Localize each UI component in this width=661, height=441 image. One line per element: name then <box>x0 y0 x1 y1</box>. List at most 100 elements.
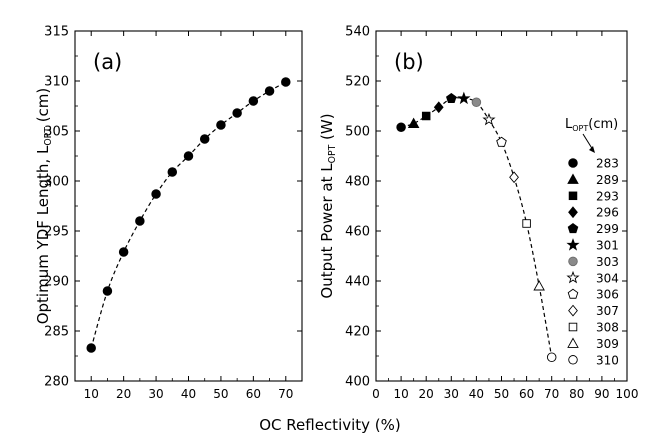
data-point <box>248 96 259 106</box>
legend-marker-293 <box>568 191 578 201</box>
legend-marker-299 <box>567 223 579 234</box>
data-point <box>151 189 161 199</box>
y-tick-label: 500 <box>345 125 370 140</box>
data-point <box>183 151 194 161</box>
data-point <box>167 167 178 177</box>
legend-label-303: 303 <box>596 255 619 269</box>
data-point-293 <box>421 111 431 121</box>
legend-marker-304 <box>566 270 580 284</box>
y-tick-label: 440 <box>345 275 370 290</box>
data-point <box>264 86 275 96</box>
x-tick-label: 20 <box>419 387 434 401</box>
legend-label-304: 304 <box>596 271 619 285</box>
x-tick-label: 100 <box>616 387 639 401</box>
y-tick-label: 540 <box>345 25 370 40</box>
legend-title-main: L <box>565 117 573 132</box>
y-tick-label: 290 <box>44 275 69 290</box>
x-tick-label: 40 <box>181 387 196 401</box>
legend-label-289: 289 <box>596 173 619 187</box>
x-tick-label: 30 <box>444 387 459 401</box>
data-point-309 <box>533 280 545 291</box>
data-point-303 <box>471 97 482 107</box>
legend-title: LOPT(cm) <box>565 117 618 133</box>
panel-label: (b) <box>394 50 424 74</box>
y-axis-label-suffix: (W) <box>318 113 336 144</box>
data-point-304 <box>482 112 496 126</box>
y-tick-label: 460 <box>345 225 370 240</box>
panel-label: (a) <box>93 50 122 74</box>
data-point-296 <box>433 101 444 114</box>
y-tick-label: 480 <box>345 175 370 190</box>
data-point-299 <box>446 92 457 104</box>
legend-arrow-head <box>589 146 595 153</box>
y-tick-label: 315 <box>44 25 69 40</box>
x-tick-label: 50 <box>494 387 509 401</box>
legend-label-293: 293 <box>596 189 619 203</box>
y-tick-label: 420 <box>345 325 370 340</box>
legend-marker-307 <box>568 304 578 317</box>
legend-title-sub: OPT <box>572 124 588 133</box>
legend-marker-310 <box>568 355 578 365</box>
x-tick-label: 10 <box>84 387 99 401</box>
y-tick-label: 295 <box>44 225 69 240</box>
y-axis-label-main: Output Power at L <box>318 163 336 299</box>
x-tick-label: 20 <box>116 387 131 401</box>
y-axis-label-suffix: (cm) <box>34 88 52 127</box>
legend-label-308: 308 <box>596 321 619 335</box>
fit-line <box>90 81 287 349</box>
legend-marker-308 <box>568 322 578 332</box>
y-tick-label: 305 <box>44 125 69 140</box>
legend-label-310: 310 <box>596 353 619 367</box>
y-axis-label: Output Power at LOPT (W) <box>318 113 338 298</box>
legend-label-283: 283 <box>596 157 619 171</box>
data-point <box>135 216 145 226</box>
x-tick-label: 80 <box>569 387 584 401</box>
x-tick-label: 90 <box>594 387 609 401</box>
legend-marker-306 <box>567 288 579 299</box>
data-point <box>102 286 113 296</box>
legend-marker-283 <box>568 158 578 168</box>
data-point <box>199 134 210 144</box>
x-tick-label: 10 <box>393 387 408 401</box>
data-point-306 <box>496 136 507 147</box>
plot-frame <box>375 30 628 382</box>
y-tick-label: 300 <box>44 175 69 190</box>
legend-marker-303 <box>568 256 578 267</box>
legend-label-309: 309 <box>596 337 619 351</box>
legend: LOPT(cm) 283 289 293 296 299 301 303 304 306 307 30… <box>565 117 619 367</box>
data-point-283 <box>396 122 406 132</box>
y-tick-label: 285 <box>44 325 69 340</box>
y-tick-label: 400 <box>345 375 370 390</box>
legend-label-301: 301 <box>596 239 619 253</box>
y-tick-label: 310 <box>44 75 69 90</box>
legend-marker-289 <box>567 173 579 184</box>
legend-label-306: 306 <box>596 288 619 302</box>
y-tick-label: 280 <box>44 375 69 390</box>
legend-label-299: 299 <box>596 222 619 236</box>
data-point-308 <box>522 219 531 228</box>
data-point-289 <box>407 117 420 128</box>
y-axis-label-main: Optimum YDF Length, L <box>34 145 52 324</box>
legend-label-307: 307 <box>596 304 619 318</box>
x-tick-label: 70 <box>544 387 559 401</box>
y-axis-label-sub: OPT <box>327 144 338 163</box>
panel-a: 10 20 30 40 50 60 70 280 285 290 295 300 305 310 315 (a… <box>34 25 303 401</box>
legend-marker-309 <box>567 337 579 348</box>
x-tick-label: 60 <box>246 387 261 401</box>
y-axis-label-sub: OPT <box>43 127 54 146</box>
y-tick-label: 520 <box>345 75 370 90</box>
legend-marker-296 <box>568 206 578 219</box>
data-point <box>86 343 96 353</box>
panel-b: 0 10 20 30 40 50 60 70 80 90 100 400 420 440 460 480 500… <box>318 25 638 402</box>
data-point <box>232 108 242 118</box>
data-point <box>216 120 226 130</box>
data-point-310 <box>546 352 557 363</box>
legend-arrow <box>582 133 594 151</box>
data-point <box>118 247 129 257</box>
x-tick-label: 0 <box>372 387 380 401</box>
plot-frame <box>74 30 303 382</box>
x-axis-label: OC Reflectivity (%) <box>259 416 401 434</box>
legend-marker-301 <box>566 238 580 251</box>
legend-title-suffix: (cm) <box>588 117 618 132</box>
